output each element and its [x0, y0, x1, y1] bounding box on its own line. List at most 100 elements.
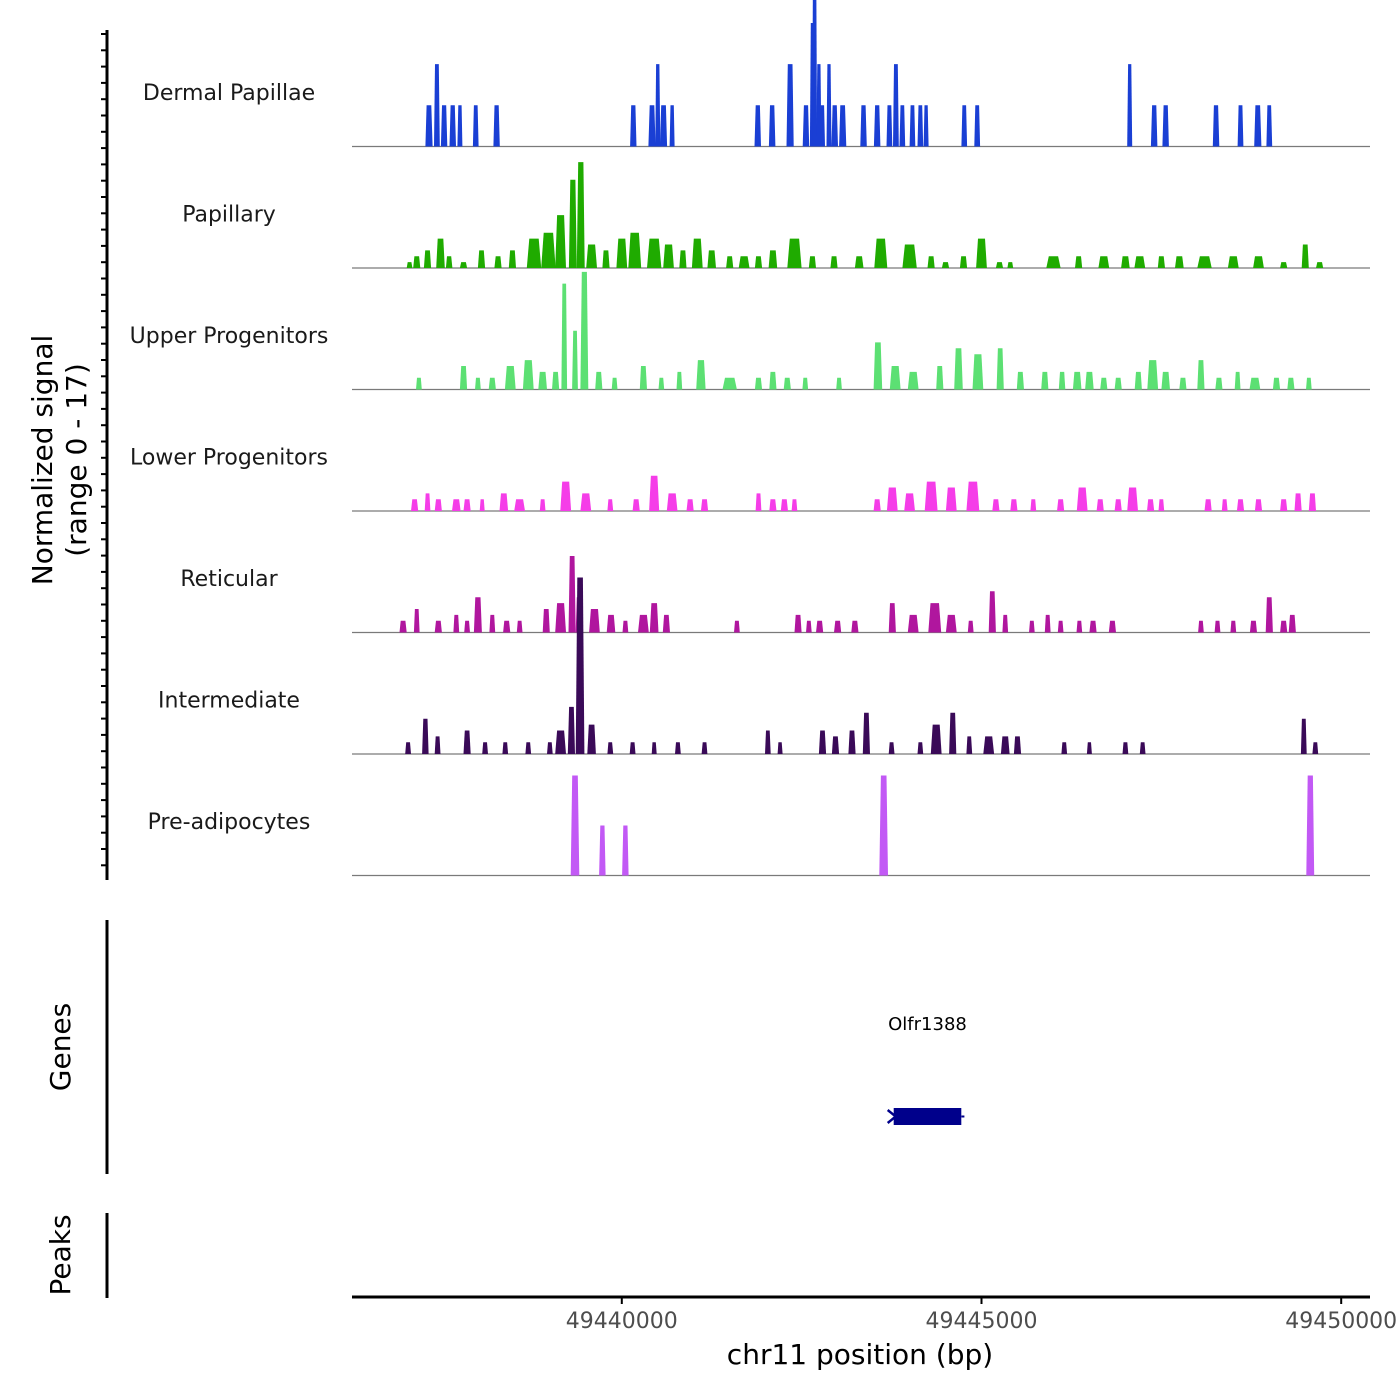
signal-peak	[995, 262, 1004, 268]
signal-peak	[1013, 736, 1022, 754]
signal-peak	[754, 256, 763, 268]
signal-peak	[834, 620, 842, 633]
signal-peak	[816, 64, 822, 147]
x-tick-label: 49450000	[1285, 1309, 1397, 1334]
signal-peak	[662, 614, 670, 633]
signal-peak	[538, 371, 547, 390]
signal-peak	[765, 730, 771, 754]
signal-peak	[839, 105, 847, 147]
signal-peak	[966, 736, 973, 754]
signal-peak	[1204, 499, 1212, 511]
signal-peak	[836, 377, 842, 390]
signal-peak	[560, 481, 572, 511]
signal-peak	[464, 620, 470, 633]
signal-peak	[493, 105, 500, 147]
signal-peak	[607, 499, 614, 511]
signal-peak	[1265, 597, 1273, 633]
signal-peak	[561, 283, 568, 390]
signal-peak	[599, 825, 606, 876]
signal-peak	[413, 609, 420, 633]
signal-peak	[1234, 371, 1241, 390]
genes-panel-label: Genes	[44, 1003, 77, 1091]
signal-peak	[888, 742, 895, 754]
signal-peak	[820, 105, 825, 147]
signal-peak	[659, 105, 668, 147]
signal-peak	[1157, 256, 1165, 268]
signal-peak	[886, 487, 898, 511]
y-axis-title-line2: (range 0 - 17)	[60, 363, 93, 557]
signal-peak	[862, 712, 870, 754]
signal-peak	[786, 64, 794, 147]
signal-peak	[1301, 244, 1309, 268]
signal-peak	[568, 179, 577, 268]
signal-peak	[655, 64, 661, 147]
gene-body	[893, 1108, 962, 1125]
signal-peak	[1249, 620, 1257, 633]
signal-peak	[754, 377, 763, 390]
signal-peak	[607, 742, 614, 754]
gene-track: Olfr1388	[886, 1014, 967, 1125]
signal-peak	[622, 825, 629, 876]
signal-peak	[831, 105, 838, 147]
signal-peak	[453, 614, 460, 633]
signal-peak	[974, 105, 981, 147]
signal-peak	[555, 603, 566, 633]
signal-peak	[570, 775, 580, 876]
signal-peak	[1266, 105, 1273, 147]
signal-peak	[406, 262, 413, 268]
signal-peak	[622, 620, 629, 633]
signal-peak	[701, 742, 708, 754]
track-dermal-papillae: Dermal Papillae	[143, 0, 1370, 148]
signal-peak	[1114, 499, 1122, 511]
signal-peak	[1253, 256, 1264, 268]
signal-peak	[1086, 742, 1092, 754]
signal-peak	[1294, 493, 1302, 511]
signal-y-axis	[101, 30, 109, 880]
signal-peak	[639, 366, 647, 390]
signal-peak	[787, 238, 802, 268]
signal-peak	[482, 742, 488, 754]
signal-peak	[1197, 256, 1212, 268]
signal-peak	[1002, 614, 1009, 633]
x-tick-label: 49445000	[926, 1309, 1038, 1334]
signal-peak	[1010, 499, 1018, 511]
signal-peak	[1272, 377, 1281, 390]
signal-peak	[1237, 105, 1244, 147]
signal-peak	[630, 105, 637, 147]
signal-peak	[983, 736, 995, 754]
track-lower-progenitors: Lower Progenitors	[130, 446, 1370, 512]
track-label: Upper Progenitors	[130, 324, 329, 349]
track-label: Dermal Papillae	[143, 81, 315, 106]
signal-peak	[907, 371, 919, 390]
signal-peak	[889, 366, 901, 390]
signal-peak	[1085, 371, 1094, 390]
signal-peak	[873, 499, 881, 511]
signal-peak	[686, 499, 694, 511]
track-intermediate: Intermediate	[158, 577, 1370, 755]
signal-peak	[1100, 377, 1108, 390]
signal-peak	[927, 256, 935, 268]
signal-peak	[967, 620, 974, 633]
signal-peak	[1098, 256, 1110, 268]
signal-peak	[555, 215, 566, 268]
signal-peak	[1179, 377, 1187, 390]
signal-peak	[606, 614, 616, 633]
signal-peak	[806, 620, 812, 633]
signal-peak	[516, 620, 523, 633]
coverage-tracks: Dermal Papillae Papillary Upper Progenitor…	[130, 0, 1370, 877]
signal-peak	[738, 256, 750, 268]
signal-peak	[1147, 499, 1155, 511]
signal-peak	[475, 377, 481, 390]
signal-peak	[676, 371, 683, 390]
signal-peak	[1198, 620, 1204, 633]
signal-peak	[628, 232, 642, 268]
signal-peak	[424, 493, 431, 511]
signal-peak	[425, 105, 433, 147]
track-papillary: Papillary	[182, 162, 1370, 269]
signal-peak	[473, 597, 482, 633]
signal-peak	[440, 105, 448, 147]
signal-peak	[595, 371, 603, 390]
signal-peak	[576, 162, 585, 268]
signal-peak	[463, 730, 471, 754]
signal-peak	[928, 603, 942, 633]
